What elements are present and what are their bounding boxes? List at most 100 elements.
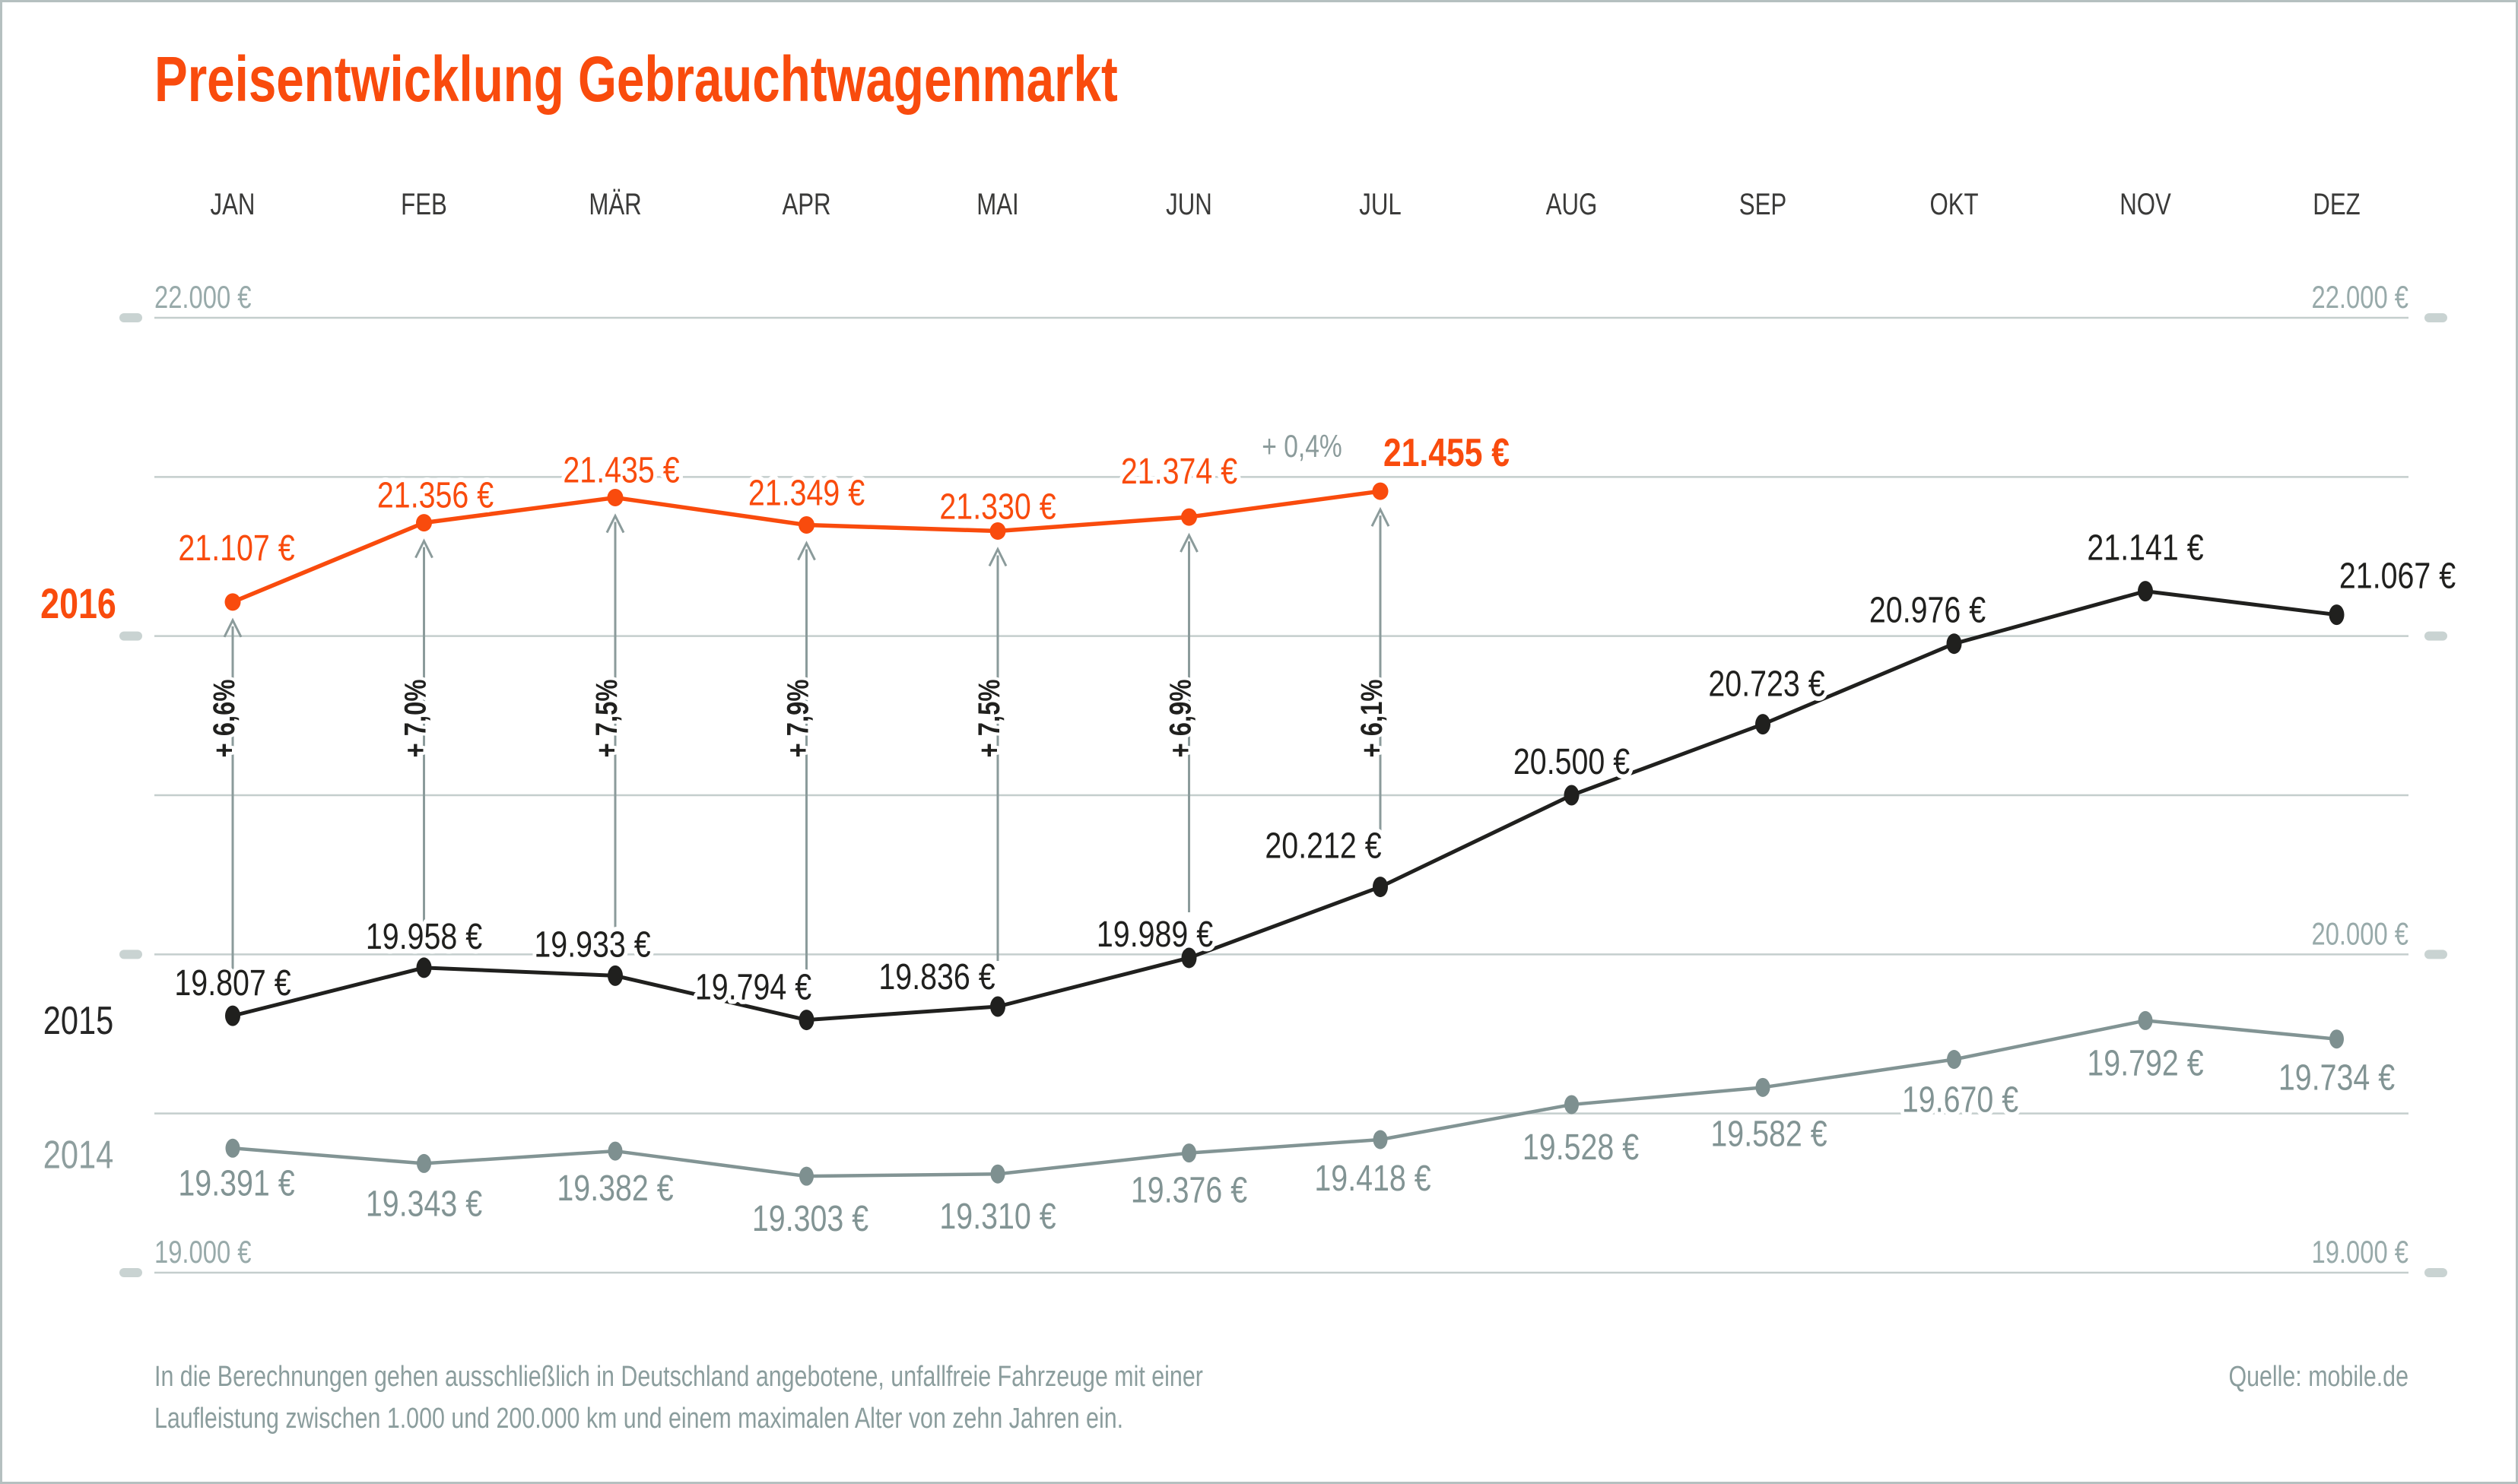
value-label-2015-jan: 19.807 € [174, 962, 291, 1004]
value-label-2015-jul: 20.212 € [1265, 826, 1381, 867]
data-point-2015-nov [2138, 581, 2153, 602]
value-label-2014-mai: 19.310 € [939, 1197, 1056, 1238]
data-point-2016-jul [1372, 482, 1389, 500]
month-label-okt: OKT [1929, 187, 1978, 221]
month-label-mr: MÄR [589, 187, 641, 221]
growth-percent-jan: + 6,6% [207, 680, 241, 758]
value-label-2014-okt: 19.670 € [1902, 1080, 2018, 1121]
value-label-2015-sep: 20.723 € [1708, 664, 1824, 705]
growth-percent-apr: + 7,9% [780, 680, 814, 758]
month-label-nov: NOV [2120, 187, 2171, 221]
growth-arrowhead-jul [1370, 506, 1390, 527]
y-axis-label-right-22000: 22.000 € [2311, 279, 2408, 315]
value-label-2015-jun: 19.989 € [1097, 914, 1213, 955]
value-label-2016-jun: 21.374 € [1121, 451, 1237, 492]
growth-percent-jul: + 6,1% [1354, 680, 1389, 758]
value-label-2016-apr: 21.349 € [748, 473, 865, 514]
axis-tick-right-21000 [2424, 631, 2447, 641]
data-point-2014-mr [608, 1141, 623, 1161]
data-point-2015-sep [1755, 714, 1770, 735]
axis-tick-left-19000 [119, 1268, 142, 1277]
value-label-2016-mr: 21.435 € [563, 450, 679, 491]
data-point-2014-mai [990, 1164, 1005, 1184]
value-label-2015-mai: 19.836 € [878, 956, 995, 997]
axis-ticks [119, 313, 2447, 1277]
year-label-2015: 2015 [43, 998, 114, 1043]
month-label-sep: SEP [1739, 187, 1786, 221]
month-label-mai: MAI [976, 187, 1018, 221]
month-label-aug: AUG [1546, 187, 1598, 221]
data-point-2014-jun [1182, 1143, 1196, 1163]
data-point-2015-dez [2329, 604, 2345, 626]
value-label-2016-jul: 21.455 € [1383, 431, 1510, 475]
value-label-2016-jan: 21.107 € [178, 528, 294, 569]
value-label-2014-dez: 19.734 € [2278, 1058, 2395, 1099]
data-point-2016-apr [799, 516, 814, 534]
value-label-2015-mr: 19.933 € [534, 924, 650, 966]
data-point-2016-jun [1181, 508, 1197, 526]
data-point-2014-aug [1564, 1095, 1579, 1115]
value-label-2014-mr: 19.382 € [557, 1168, 673, 1209]
footnote-line1: In die Berechnungen gehen ausschließlich… [154, 1361, 1203, 1393]
growth-arrowhead-jan [223, 617, 243, 638]
data-point-2015-apr [799, 1010, 814, 1031]
footnote-line2: Laufleistung zwischen 1.000 und 200.000 … [154, 1403, 1123, 1435]
growth-percent-jun: + 6,9% [1163, 680, 1197, 758]
data-series: 19.391 € 19.343 € 19.382 € 19.303 € 19.310 €… [170, 427, 2460, 1244]
data-point-2014-jan [225, 1138, 240, 1158]
value-label-2015-apr: 19.794 € [695, 967, 811, 1008]
value-label-2014-nov: 19.792 € [2087, 1043, 2203, 1084]
data-point-2014-jul [1373, 1130, 1388, 1149]
y-axis-label-right-19000: 19.000 € [2311, 1234, 2408, 1270]
axis-labels: 22.000 € 19.000 € 22.000 € 20.000 € 19.000 € [154, 279, 2408, 1270]
yoy-growth-arrows: + 6,6% + 7,0% + 7,5% + 7,9% + 7,5% + 6,9% + 6,… [203, 430, 1392, 975]
series-line-2015 [232, 589, 2337, 1023]
value-label-2014-aug: 19.528 € [1523, 1127, 1639, 1168]
value-label-2015-okt: 20.976 € [1869, 590, 1986, 631]
series-line-2014 [232, 1019, 2337, 1178]
data-point-2014-apr [799, 1166, 814, 1186]
data-point-2015-okt [1946, 633, 1962, 655]
growth-arrowhead-mai [988, 547, 1008, 567]
gridlines [154, 316, 2408, 1274]
value-label-2014-sep: 19.582 € [1710, 1114, 1827, 1155]
month-label-feb: FEB [401, 187, 447, 221]
month-label-jul: JUL [1359, 187, 1401, 221]
growth-arrowhead-mr [605, 513, 625, 534]
value-label-2014-jul: 19.418 € [1314, 1158, 1430, 1199]
growth-arrowhead-apr [797, 541, 816, 561]
y-axis-label-left-22000: 22.000 € [154, 279, 252, 315]
axis-tick-right-19000 [2424, 1268, 2447, 1277]
data-point-2016-feb [416, 514, 432, 532]
mom-change-label: + 0,4% [1262, 430, 1342, 465]
year-label-2014: 2014 [43, 1132, 114, 1177]
data-point-2016-mr [607, 489, 624, 507]
month-label-dez: DEZ [2313, 187, 2360, 221]
data-point-2015-jun [1181, 947, 1197, 969]
data-point-2015-aug [1564, 785, 1580, 806]
page-title: Preisentwicklung Gebrauchtwagenmarkt [154, 43, 1118, 115]
growth-percent-mr: + 7,5% [589, 680, 624, 758]
year-label-2016: 2016 [40, 579, 116, 627]
axis-tick-left-22000 [119, 313, 142, 322]
data-point-2014-feb [417, 1153, 431, 1173]
data-point-2014-okt [1947, 1049, 1961, 1069]
y-axis-label-left-19000: 19.000 € [154, 1234, 252, 1270]
data-point-2016-jan [224, 593, 241, 611]
value-label-2015-nov: 21.141 € [2087, 528, 2203, 569]
data-point-2014-nov [2138, 1010, 2153, 1030]
axis-tick-right-22000 [2424, 313, 2447, 322]
data-point-2015-feb [416, 957, 432, 978]
data-point-2015-mr [608, 965, 623, 986]
month-label-jun: JUN [1166, 187, 1212, 221]
value-label-2014-jan: 19.391 € [178, 1163, 294, 1204]
source-label: Quelle: mobile.de [2228, 1361, 2408, 1393]
axis-tick-left-21000 [119, 631, 142, 641]
data-point-2014-sep [1755, 1077, 1770, 1097]
value-label-2014-feb: 19.343 € [366, 1184, 482, 1225]
value-label-2016-mai: 21.330 € [939, 487, 1056, 528]
